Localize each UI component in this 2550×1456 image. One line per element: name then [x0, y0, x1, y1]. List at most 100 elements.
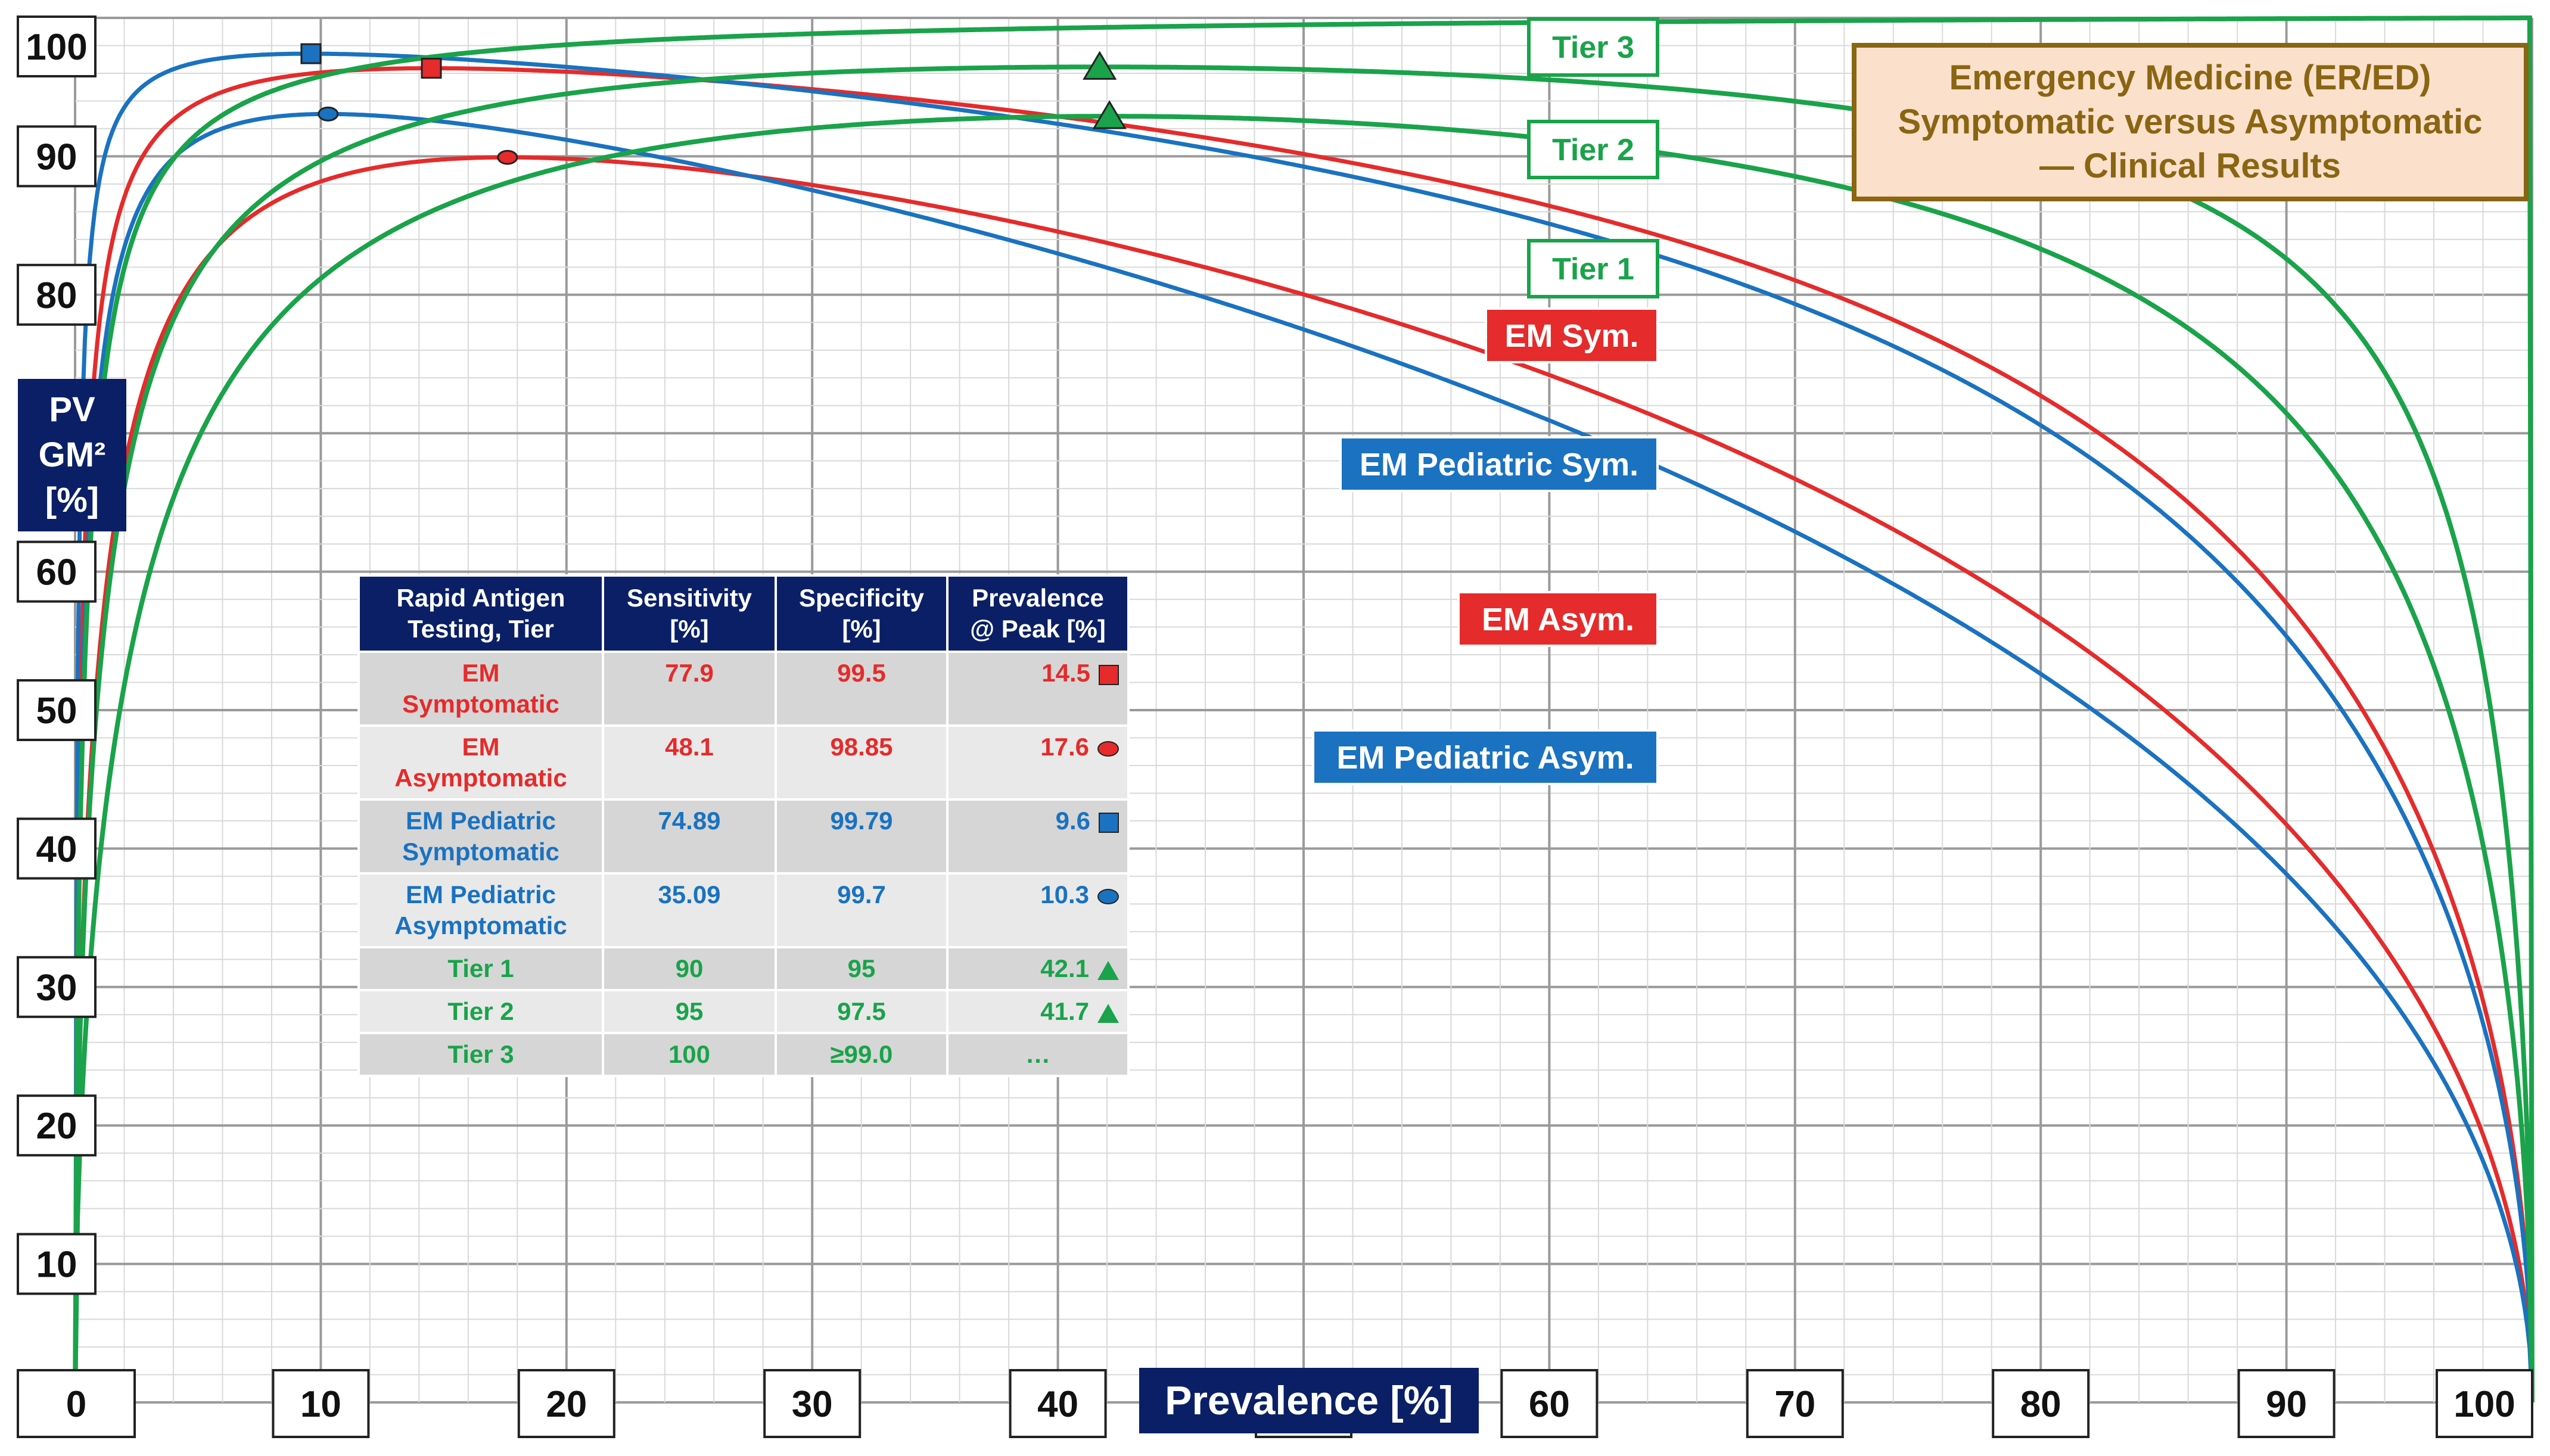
y-axis-label-line-2: GM²: [38, 435, 106, 474]
table-header-cell: Prevalence @ Peak [%]: [946, 574, 1130, 653]
table-peak-marker-oval: [1097, 888, 1119, 904]
peak-markers: [300, 43, 1127, 165]
x-tick-label: 100: [2453, 1384, 2515, 1425]
table-cell-specificity: ≥99.0: [775, 1032, 949, 1077]
x-axis-label-text: Prevalence [%]: [1165, 1378, 1453, 1423]
label-em-asym: EM Asym.: [1482, 602, 1634, 637]
y-tick-label: 30: [36, 967, 77, 1009]
label-em-pediatric-sym: EM Pediatric Sym.: [1360, 447, 1638, 483]
table-cell-peak-prevalence: 41.7: [946, 989, 1130, 1034]
table-cell-sensitivity: 77.9: [602, 651, 777, 727]
table-header-cell: Specificity [%]: [775, 574, 949, 653]
x-tick-label: 60: [1529, 1384, 1570, 1425]
chart-title-line-1: Emergency Medicine (ER/ED): [1949, 58, 2431, 97]
table-row: EM Symptomatic 77.9 99.5 14.5: [357, 651, 1130, 727]
x-tick-box: [763, 1369, 862, 1438]
table-cell-name: Tier 2: [357, 989, 604, 1034]
x-tick-label: 30: [792, 1384, 833, 1425]
curve-em-pediatric-sym: [73, 51, 2535, 1403]
label-em-pediatric-asym: EM Pediatric Asym.: [1336, 740, 1634, 776]
table-cell-specificity: 99.7: [775, 872, 949, 948]
curve-tier-1: [73, 114, 2535, 1403]
x-tick-label: 0: [66, 1384, 86, 1425]
table-cell-peak-prevalence: 17.6: [946, 724, 1130, 801]
table-header-cell: Sensitivity [%]: [602, 574, 777, 653]
table-peak-marker-square: [1099, 664, 1119, 685]
table-cell-sensitivity: 95: [602, 989, 777, 1034]
x-tick-label: 70: [1774, 1384, 1815, 1425]
curve-em-asym: [73, 155, 2535, 1403]
table-peak-marker-square: [1099, 812, 1119, 833]
table-cell-name: EM Pediatric Asymptomatic: [357, 872, 604, 948]
y-tick-label: 100: [26, 27, 87, 68]
curve-em-pediatric-asym: [73, 111, 2535, 1403]
table-cell-specificity: 99.79: [775, 798, 949, 875]
peak-marker-triangle: [1092, 100, 1127, 129]
x-tick-label: 90: [2266, 1384, 2307, 1425]
y-axis-ticks: 10 20 30 40 50 60 80 90 100: [17, 15, 97, 1295]
y-tick-box: [17, 1094, 97, 1157]
table-cell-name: Tier 1: [357, 946, 604, 991]
table-row: EM Pediatric Asymptomatic 35.09 99.7 10.3: [357, 872, 1130, 948]
table-cell-specificity: 99.5: [775, 651, 949, 727]
y-tick-label: 40: [36, 829, 77, 870]
y-tick-box: [17, 263, 97, 326]
label-box-tier-1: [1527, 239, 1659, 298]
peak-marker-oval: [318, 106, 339, 122]
y-tick-box: [17, 125, 97, 188]
y-tick-label: 90: [36, 136, 77, 178]
x-tick-box: [1009, 1369, 1107, 1438]
table-peak-marker-oval: [1097, 741, 1119, 757]
table-cell-peak-prevalence: 10.3: [946, 872, 1130, 948]
chart-title: Emergency Medicine (ER/ED) Symptomatic v…: [1852, 43, 2529, 201]
x-tick-box: [2237, 1369, 2336, 1438]
table-cell-sensitivity: 48.1: [602, 724, 777, 801]
y-tick-box: [17, 679, 97, 741]
curve-labels: EM Sym. EM Asym. EM Pediatric Sym. EM Pedia…: [1312, 17, 1659, 785]
chart-title-line-3: — Clinical Results: [2039, 147, 2341, 185]
table-row: Tier 2 95 97.5 41.7: [357, 989, 1130, 1034]
x-tick-box: [517, 1369, 615, 1438]
label-tier-3: Tier 3: [1552, 30, 1634, 65]
table-row: Tier 1 90 95 42.1: [357, 946, 1130, 991]
curve-tier-3: [73, 15, 2535, 1403]
y-tick-label: 10: [36, 1245, 77, 1286]
table-cell-specificity: 97.5: [775, 989, 949, 1034]
y-axis-label-line-3: [%]: [45, 481, 99, 519]
table-cell-sensitivity: 74.89: [602, 798, 777, 875]
x-axis-ticks: 0102030405060708090100: [17, 1369, 2533, 1438]
label-tier-2: Tier 2: [1552, 133, 1634, 167]
x-tick-box: [1992, 1369, 2090, 1438]
label-box-em-sym: [1485, 307, 1659, 363]
x-tick-label: 20: [546, 1384, 587, 1425]
x-tick-box: [2436, 1369, 2533, 1438]
x-axis-label: Prevalence [%]: [1139, 1368, 1479, 1433]
label-box-tier-3: [1527, 17, 1659, 77]
table-cell-peak-prevalence: 42.1: [946, 946, 1130, 991]
label-box-em-pediatric-sym: [1339, 436, 1659, 492]
table-cell-specificity: 98.85: [775, 724, 949, 801]
x-tick-label: 80: [2020, 1384, 2061, 1425]
y-tick-label: 20: [36, 1106, 77, 1147]
peak-marker-triangle: [1083, 51, 1117, 80]
table-cell-sensitivity: 35.09: [602, 872, 777, 948]
data-table: Rapid Antigen Testing, Tier Sensitivity [%]…: [357, 574, 1130, 1077]
y-tick-box: [17, 15, 97, 77]
x-tick-label: 10: [300, 1384, 341, 1425]
chart-title-line-2: Symptomatic versus Asymptomatic: [1898, 102, 2483, 141]
y-tick-box: [17, 817, 97, 880]
x-tick-box: [1500, 1369, 1599, 1438]
table-cell-name: EM Pediatric Symptomatic: [357, 798, 604, 875]
table-cell-peak-prevalence: …: [946, 1032, 1130, 1077]
table-cell-peak-prevalence: 9.6: [946, 798, 1130, 875]
table-cell-sensitivity: 90: [602, 946, 777, 991]
label-box-em-pediatric-asym: [1312, 729, 1659, 785]
table-peak-marker-triangle: [1097, 960, 1119, 980]
y-axis-label-line-1: PV: [49, 390, 95, 429]
peak-marker-square: [421, 58, 442, 79]
table-header-cell: Rapid Antigen Testing, Tier: [357, 574, 604, 653]
table-cell-peak-prevalence: 14.5: [946, 651, 1130, 727]
x-tick-box: [272, 1369, 370, 1438]
label-tier-1: Tier 1: [1552, 252, 1634, 287]
y-tick-label: 60: [36, 552, 77, 593]
